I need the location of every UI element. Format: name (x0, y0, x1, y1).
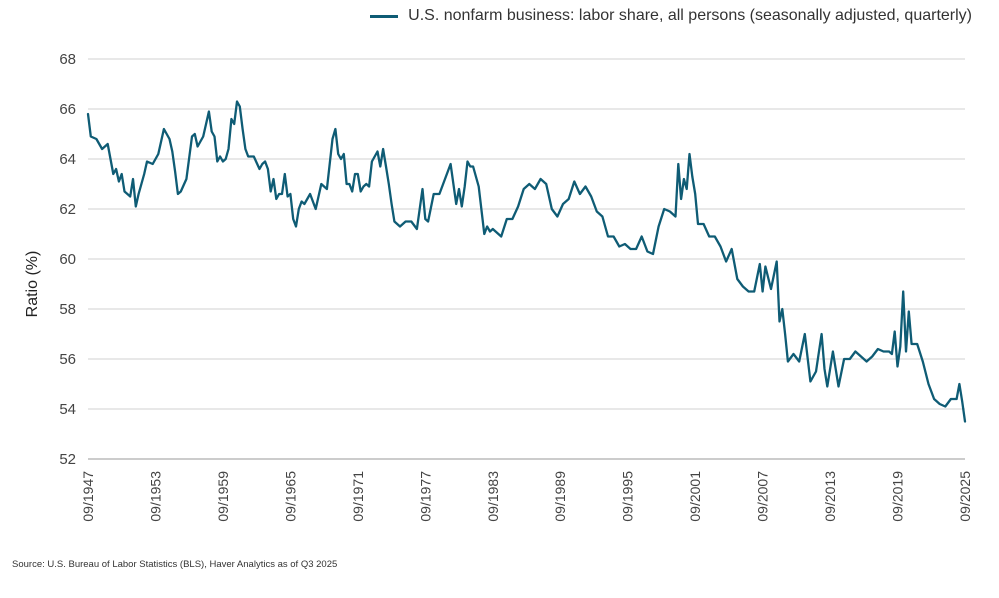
series-line-labor-share (86, 100, 967, 423)
legend-label: U.S. nonfarm business: labor share, all … (408, 7, 972, 24)
x-tick-label: 09/2001 (687, 471, 703, 522)
x-tick-label: 09/1965 (282, 471, 298, 522)
y-tick-label: 64 (59, 151, 76, 168)
y-tick-label: 52 (59, 451, 76, 468)
y-axis-label: Ratio (%) (24, 251, 41, 318)
x-tick-label: 09/2025 (957, 471, 973, 522)
y-tick-label: 54 (59, 401, 76, 418)
y-tick-label: 68 (59, 51, 76, 68)
y-tick-label: 56 (59, 351, 76, 368)
y-axis-ticks: 52 54 56 58 60 62 64 66 68 (59, 51, 76, 468)
x-tick-label: 09/2013 (822, 471, 838, 522)
x-tick-label: 09/1977 (417, 471, 433, 522)
x-tick-label: 09/1947 (80, 471, 96, 522)
x-axis-ticks: 09/1947 09/1953 09/1959 09/1965 09/1971 09/19… (80, 471, 973, 522)
x-tick-label: 09/2019 (890, 471, 906, 522)
source-note: Source: U.S. Bureau of Labor Statistics … (12, 559, 338, 570)
x-tick-label: 09/1959 (215, 471, 231, 522)
x-tick-label: 09/1983 (485, 471, 501, 522)
x-tick-label: 09/1971 (350, 471, 366, 522)
x-tick-label: 09/1989 (552, 471, 568, 522)
x-tick-label: 09/2007 (755, 471, 771, 522)
legend-line-swatch (370, 14, 399, 18)
y-tick-label: 66 (59, 101, 76, 118)
y-tick-label: 60 (59, 251, 76, 268)
gridlines (88, 58, 965, 460)
x-tick-label: 09/1995 (620, 471, 636, 522)
x-tick-label: 09/1953 (147, 471, 163, 522)
legend: U.S. nonfarm business: labor share, all … (370, 7, 972, 25)
y-tick-label: 58 (59, 301, 76, 318)
y-tick-label: 62 (59, 201, 76, 218)
